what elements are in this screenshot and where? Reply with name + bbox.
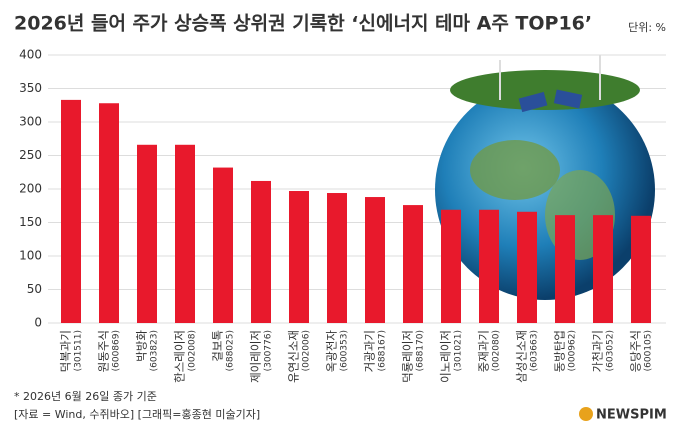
bar bbox=[213, 167, 233, 323]
x-tick-label: 옥광전자 bbox=[325, 330, 339, 373]
y-tick-label: 150 bbox=[19, 215, 42, 229]
chart-title: 2026년 들어 주가 상승폭 상위권 기록한 ‘신에너지 테마 A주 TOP1… bbox=[14, 13, 592, 35]
source: [자료 = Wind, 수쥐바오] [그래픽=홍종현 미술기자] bbox=[14, 407, 260, 421]
logo: NEWSPIM bbox=[596, 408, 667, 423]
bar bbox=[441, 209, 461, 323]
bar bbox=[593, 215, 613, 323]
x-tick-label: 한스레이저 bbox=[173, 330, 187, 383]
x-tick-code: (002080) bbox=[492, 330, 502, 371]
bar bbox=[175, 144, 195, 323]
bar bbox=[251, 180, 271, 323]
x-tick-label: 박방화 bbox=[135, 330, 149, 362]
x-tick-label: 원동주식 bbox=[97, 330, 111, 372]
x-tick-code: (002006) bbox=[302, 330, 312, 371]
bar bbox=[403, 205, 423, 323]
y-tick-label: 400 bbox=[19, 48, 42, 62]
x-tick-code: (603823) bbox=[150, 330, 160, 371]
x-tick-code: (688025) bbox=[226, 330, 236, 371]
x-tick-label: 동방탄업 bbox=[553, 330, 567, 372]
x-tick-code: (600869) bbox=[112, 330, 122, 371]
bar bbox=[61, 99, 81, 323]
x-tick-code: (600105) bbox=[644, 330, 654, 371]
x-tick-code: (301511) bbox=[74, 330, 84, 371]
x-tick-code: (603052) bbox=[606, 330, 616, 371]
y-tick-label: 100 bbox=[19, 249, 42, 263]
bar bbox=[137, 144, 157, 323]
bar bbox=[631, 215, 651, 323]
x-tick-label: 덕복과기 bbox=[59, 330, 73, 372]
x-tick-label: 이노레이저 bbox=[439, 330, 453, 383]
unit-label: 단위: % bbox=[628, 21, 666, 34]
x-tick-label: 유연신소재 bbox=[287, 330, 301, 383]
globe-decoration bbox=[435, 55, 655, 300]
y-tick-label: 300 bbox=[19, 115, 42, 129]
bar bbox=[517, 211, 537, 323]
logo-icon bbox=[579, 407, 593, 421]
x-tick-code: (688170) bbox=[416, 330, 426, 371]
x-tick-code: (600353) bbox=[340, 330, 350, 371]
x-tick-label: 삼성신소재 bbox=[515, 330, 529, 383]
x-tick-code: (688167) bbox=[378, 330, 388, 371]
bar bbox=[99, 103, 119, 324]
y-tick-label: 250 bbox=[19, 148, 42, 162]
y-tick-label: 50 bbox=[27, 282, 42, 296]
x-tick-code: (603663) bbox=[530, 330, 540, 371]
y-tick-label: 0 bbox=[34, 316, 42, 330]
x-tick-label: 걸보톡 bbox=[211, 330, 225, 362]
x-tick-code: (002008) bbox=[188, 330, 198, 371]
x-tick-label: 가천과기 bbox=[591, 330, 605, 372]
bar bbox=[555, 215, 575, 323]
x-tick-label: 덕룡레이저 bbox=[401, 330, 415, 383]
x-tick-label: 거광과기 bbox=[363, 330, 377, 372]
x-tick-code: (301021) bbox=[454, 330, 464, 371]
bar bbox=[479, 209, 499, 323]
footnote: * 2026년 6월 26일 종가 기준 bbox=[14, 389, 157, 403]
x-tick-code: (300776) bbox=[264, 330, 274, 371]
x-tick-label: 응당주식 bbox=[629, 330, 643, 372]
y-tick-label: 350 bbox=[19, 81, 42, 95]
y-tick-label: 200 bbox=[19, 182, 42, 196]
x-tick-label: 중재과기 bbox=[477, 330, 491, 372]
bar bbox=[327, 193, 347, 323]
x-tick-code: (000962) bbox=[568, 330, 578, 371]
bar bbox=[365, 197, 385, 323]
bar bbox=[289, 191, 309, 323]
x-tick-label: 제이레이저 bbox=[249, 330, 263, 383]
